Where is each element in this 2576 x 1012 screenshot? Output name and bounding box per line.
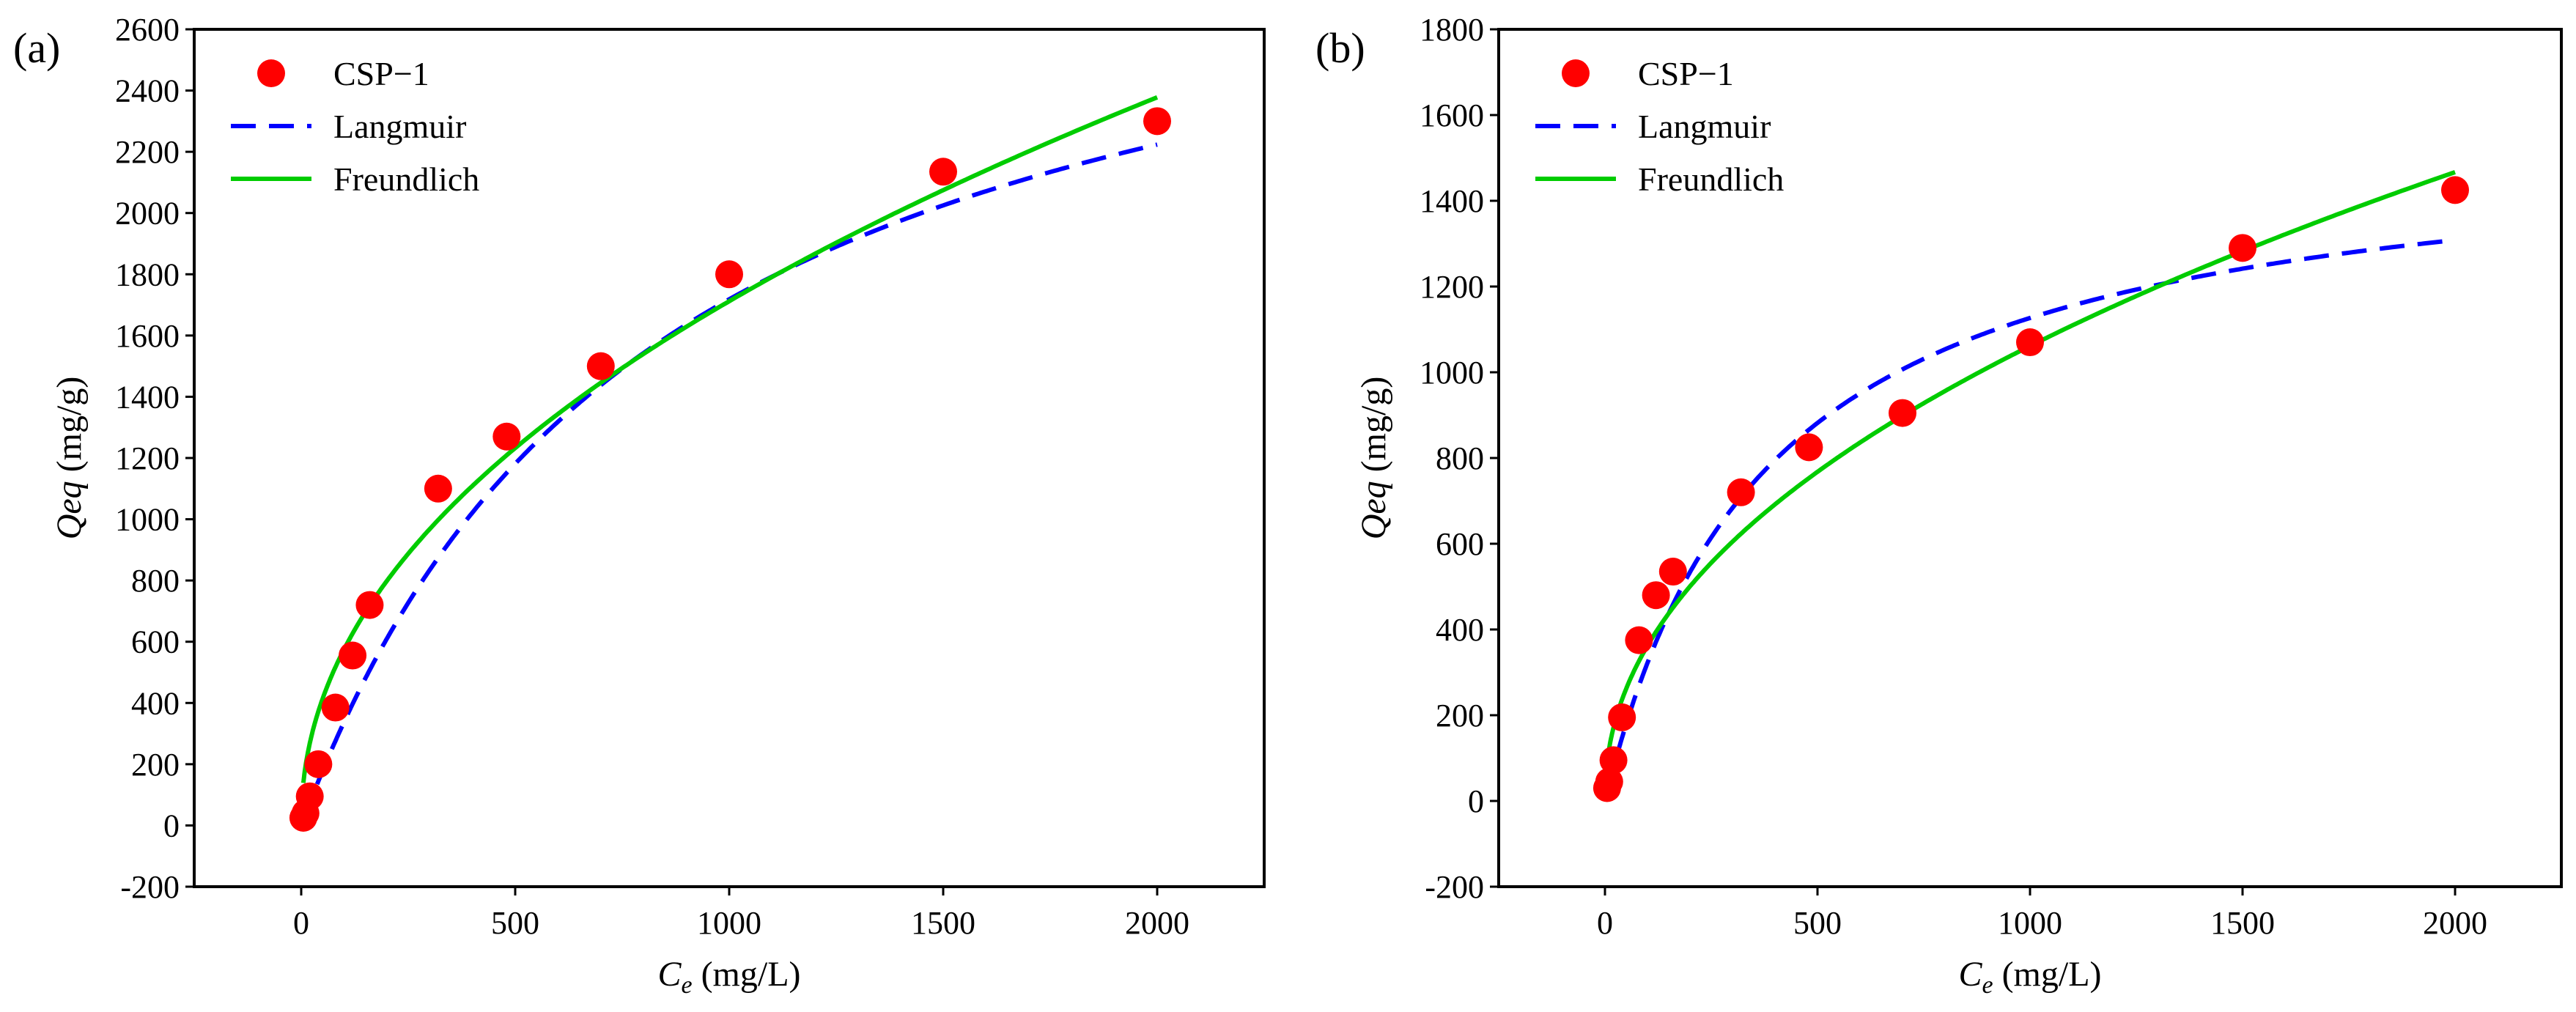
plot-frame — [193, 28, 1266, 888]
legend-label: Freundlich — [1638, 160, 1784, 198]
legend-label: Freundlich — [333, 160, 479, 198]
y-tick-label: 2200 — [115, 134, 180, 170]
legend-label: Langmuir — [333, 108, 466, 145]
panel-label: (b) — [1315, 24, 1365, 72]
y-tick-label: 1200 — [115, 440, 180, 476]
y-tick-label: 1600 — [115, 318, 180, 354]
y-tick-label: 0 — [1468, 783, 1484, 819]
freundlich-fit-line — [1604, 170, 2456, 764]
y-tick-label: 2400 — [115, 73, 180, 109]
y-tick-label: 1400 — [115, 379, 180, 415]
x-axis-title-unit: (mg/L) — [693, 955, 801, 994]
y-tick-label: 2000 — [115, 196, 180, 232]
y-tick-label: 1800 — [115, 256, 180, 292]
legend-label: CSP−1 — [333, 55, 429, 92]
data-point — [1143, 107, 1171, 136]
data-point — [295, 782, 324, 810]
data-point — [1642, 581, 1670, 610]
data-point — [2441, 176, 2469, 204]
data-point — [1889, 399, 1916, 427]
x-axis-title-subscript: e — [1982, 972, 1993, 999]
data-point — [1727, 478, 1755, 506]
legend-marker-icon — [1562, 59, 1590, 87]
y-tick-label: 1600 — [1420, 97, 1484, 133]
freundlich-fit-line — [300, 95, 1159, 783]
data-point — [2229, 234, 2256, 262]
data-point — [929, 158, 957, 186]
legend-label: CSP−1 — [1638, 55, 1734, 92]
x-tick-label: 1000 — [1998, 905, 2062, 941]
data-point — [492, 422, 521, 451]
x-axis-title-subscript: e — [681, 972, 692, 999]
y-tick-label: -200 — [1425, 869, 1484, 905]
y-axis-title: Qeq (mg/g) — [1354, 377, 1393, 540]
y-axis-title-symbol: Qeq — [50, 481, 89, 539]
panel-label: (a) — [13, 24, 60, 72]
data-point — [355, 591, 384, 619]
y-tick-label: 200 — [1436, 698, 1484, 734]
data-point — [304, 750, 333, 778]
data-point — [1608, 703, 1636, 731]
legend-label: Langmuir — [1638, 108, 1771, 145]
data-point — [1795, 433, 1823, 462]
y-axis-title-symbol: Qeq — [1354, 481, 1393, 539]
y-tick-label: 800 — [1436, 440, 1484, 476]
y-tick-label: 400 — [131, 685, 180, 721]
y-axis-title-unit: (mg/g) — [50, 377, 89, 481]
y-tick-label: 1800 — [1420, 12, 1484, 48]
data-point — [321, 693, 350, 722]
data-point — [1599, 746, 1628, 775]
x-tick-label: 1500 — [911, 905, 975, 941]
x-tick-label: 0 — [293, 905, 309, 941]
y-tick-label: 1000 — [1420, 355, 1484, 391]
plot-frame — [1497, 28, 2563, 888]
y-axis-title: Qeq (mg/g) — [50, 377, 89, 540]
data-point — [2016, 328, 2044, 357]
y-tick-label: 0 — [163, 808, 180, 843]
data-point — [424, 474, 452, 503]
y-tick-label: 1200 — [1420, 269, 1484, 305]
y-tick-label: 2600 — [115, 12, 180, 48]
chart-panel-a: (a) -200 0 200 400 600 800 1000 1200 1400 1600 1800… — [13, 12, 1266, 999]
data-point — [339, 641, 367, 670]
y-tick-label: 200 — [131, 747, 180, 783]
data-point — [715, 260, 743, 289]
y-tick-label: 400 — [1436, 612, 1484, 648]
y-tick-label: 600 — [1436, 526, 1484, 562]
langmuir-fit-line — [1605, 237, 2456, 794]
y-tick-label: 1000 — [115, 502, 180, 538]
x-tick-label: 500 — [1793, 905, 1842, 941]
x-tick-label: 2000 — [2423, 905, 2487, 941]
x-tick-label: 0 — [1597, 905, 1613, 941]
y-tick-label: 600 — [131, 624, 180, 660]
x-axis-title-symbol: C — [657, 955, 682, 994]
data-point — [1595, 767, 1623, 796]
data-point — [1625, 626, 1653, 654]
data-point — [586, 352, 615, 380]
y-tick-label: -200 — [120, 869, 180, 905]
x-tick-label: 1000 — [697, 905, 761, 941]
langmuir-fit-line — [301, 142, 1158, 821]
x-axis-title-unit: (mg/L) — [1993, 955, 2102, 994]
data-point — [1658, 558, 1687, 586]
x-axis-title: Ce (mg/L) — [1958, 955, 2101, 999]
y-tick-label: 1400 — [1420, 183, 1484, 219]
chart-panel-b: (b) -200 0 200 400 600 800 1000 1200 1400 1600 1800… — [1315, 12, 2563, 999]
x-tick-label: 1500 — [2210, 905, 2275, 941]
x-axis-title: Ce (mg/L) — [657, 955, 800, 999]
legend-marker-icon — [257, 59, 285, 87]
x-tick-label: 2000 — [1125, 905, 1189, 941]
y-axis-title-unit: (mg/g) — [1354, 377, 1393, 481]
y-tick-label: 800 — [131, 563, 180, 599]
x-axis-title-symbol: C — [1958, 955, 1982, 994]
x-tick-label: 500 — [491, 905, 539, 941]
